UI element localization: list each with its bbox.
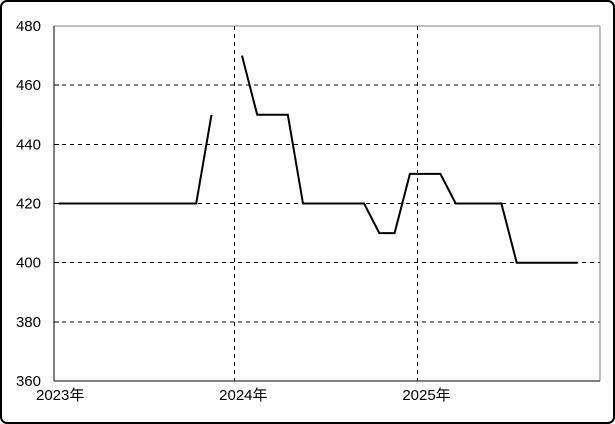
y-axis-tick-label: 380 xyxy=(16,314,41,331)
x-axis-year-label: 2025年 xyxy=(402,387,450,404)
y-axis-tick-label: 420 xyxy=(16,196,41,213)
y-axis-tick-label: 400 xyxy=(16,255,41,272)
y-axis-tick-label: 440 xyxy=(16,136,41,153)
x-axis-year-label: 2024年 xyxy=(219,387,267,404)
y-axis-tick-label: 360 xyxy=(16,373,41,390)
data-line-segment xyxy=(241,55,578,264)
data-line-segment xyxy=(58,114,213,205)
x-axis-year-label: 2023年 xyxy=(36,387,84,404)
y-axis-tick-label: 480 xyxy=(16,18,41,35)
y-axis-tick-label: 460 xyxy=(16,77,41,94)
